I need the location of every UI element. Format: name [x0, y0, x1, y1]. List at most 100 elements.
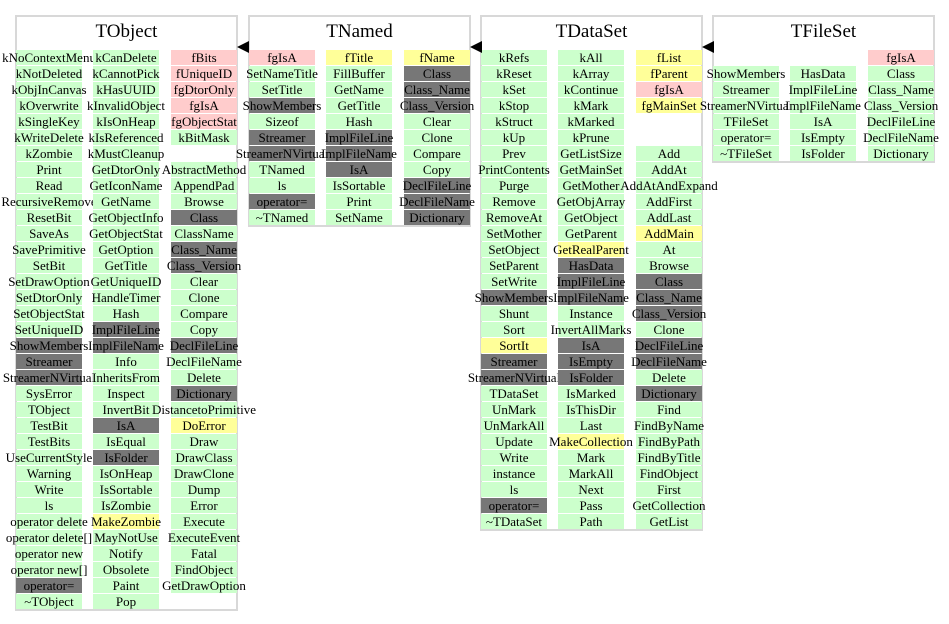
member-cell[interactable]: Copy	[404, 162, 470, 177]
member-cell[interactable]: Pass	[558, 498, 624, 513]
member-cell[interactable]: Write	[16, 482, 82, 497]
member-cell[interactable]: Draw	[171, 434, 237, 449]
member-cell[interactable]: Sizeof	[249, 114, 315, 129]
member-cell[interactable]: SortIt	[481, 338, 547, 353]
member-cell[interactable]: Compare	[404, 146, 470, 161]
member-cell[interactable]: At	[636, 242, 702, 257]
member-cell[interactable]: kWriteDelete	[14, 130, 84, 145]
member-cell[interactable]: GetObjArray	[556, 194, 626, 209]
member-cell[interactable]: DeclFileLine	[866, 114, 936, 129]
member-cell[interactable]: Clear	[171, 274, 237, 289]
member-cell[interactable]: SetTitle	[249, 82, 315, 97]
member-cell[interactable]: Hash	[326, 114, 392, 129]
member-cell[interactable]: ImplFileName	[88, 338, 164, 353]
member-cell[interactable]: GetDtorOnly	[91, 162, 161, 177]
member-cell[interactable]: IsA	[790, 114, 856, 129]
member-cell[interactable]: fgIsA	[249, 50, 315, 65]
member-cell[interactable]: GetOption	[93, 242, 159, 257]
member-cell[interactable]: kUp	[481, 130, 547, 145]
member-cell[interactable]: GetList	[636, 514, 702, 529]
member-cell[interactable]: Instance	[558, 306, 624, 321]
member-cell[interactable]: ImplFileLine	[556, 274, 626, 289]
member-cell[interactable]: Clear	[404, 114, 470, 129]
member-cell[interactable]: Fatal	[171, 546, 237, 561]
member-cell[interactable]: kStop	[481, 98, 547, 113]
member-cell[interactable]: instance	[481, 466, 547, 481]
member-cell[interactable]: fgMainSet	[636, 98, 702, 113]
member-cell[interactable]: GetParent	[558, 226, 624, 241]
member-cell[interactable]: Dump	[171, 482, 237, 497]
member-cell[interactable]: ~TObject	[16, 594, 82, 609]
member-cell[interactable]: kPrune	[558, 130, 624, 145]
member-cell[interactable]: kRefs	[481, 50, 547, 65]
member-cell[interactable]: StreamerNVirtual	[699, 98, 793, 113]
member-cell[interactable]: fName	[404, 50, 470, 65]
member-cell[interactable]: IsZombie	[93, 498, 159, 513]
member-cell[interactable]: Class_Version	[166, 258, 242, 273]
member-cell[interactable]: operator new[]	[10, 562, 88, 577]
member-cell[interactable]: Prev	[481, 146, 547, 161]
member-cell[interactable]: DrawClass	[171, 450, 237, 465]
member-cell[interactable]: Class	[636, 274, 702, 289]
member-cell[interactable]: operator delete	[10, 514, 88, 529]
member-cell[interactable]: Class	[171, 210, 237, 225]
member-cell[interactable]: operator=	[16, 578, 82, 593]
member-cell[interactable]: kMarked	[558, 114, 624, 129]
member-cell[interactable]: ExecuteEvent	[167, 530, 241, 545]
member-cell[interactable]: ShowMembers	[9, 338, 89, 353]
member-cell[interactable]: AddFirst	[636, 194, 702, 209]
member-cell[interactable]: FillBuffer	[326, 66, 392, 81]
member-cell[interactable]: UnMark	[481, 402, 547, 417]
member-cell[interactable]: RecursiveRemove	[1, 194, 97, 209]
member-cell[interactable]: IsOnHeap	[93, 466, 159, 481]
member-cell[interactable]: fList	[636, 50, 702, 65]
member-cell[interactable]: UseCurrentStyle	[5, 450, 93, 465]
member-cell[interactable]: kContinue	[558, 82, 624, 97]
member-cell[interactable]: Error	[171, 498, 237, 513]
member-cell[interactable]: StreamerNVirtual	[467, 370, 561, 385]
member-cell[interactable]: Browse	[636, 258, 702, 273]
member-cell[interactable]: Class_Name	[868, 82, 934, 97]
member-cell[interactable]: Execute	[171, 514, 237, 529]
member-cell[interactable]: IsEmpty	[790, 130, 856, 145]
member-cell[interactable]: kSingleKey	[16, 114, 82, 129]
member-cell[interactable]: IsMarked	[558, 386, 624, 401]
member-cell[interactable]: Print	[16, 162, 82, 177]
member-cell[interactable]: Hash	[93, 306, 159, 321]
member-cell[interactable]: ~TNamed	[249, 210, 315, 225]
member-cell[interactable]: ls	[481, 482, 547, 497]
member-cell[interactable]: Delete	[171, 370, 237, 385]
member-cell[interactable]: SetBit	[16, 258, 82, 273]
member-cell[interactable]: SetObjectStat	[13, 306, 85, 321]
member-cell[interactable]: Streamer	[713, 82, 779, 97]
member-cell[interactable]: GetDrawOption	[162, 578, 246, 593]
member-cell[interactable]: FindByPath	[636, 434, 702, 449]
member-cell[interactable]: fgIsA	[171, 98, 237, 113]
member-cell[interactable]: kArray	[558, 66, 624, 81]
member-cell[interactable]: ImplFileName	[321, 146, 397, 161]
member-cell[interactable]: Clone	[171, 290, 237, 305]
member-cell[interactable]: kObjInCanvas	[11, 82, 87, 97]
member-cell[interactable]: ImplFileName	[785, 98, 861, 113]
member-cell[interactable]: kCannotPick	[92, 66, 160, 81]
member-cell[interactable]: IsFolder	[558, 370, 624, 385]
member-cell[interactable]: IsThisDir	[558, 402, 624, 417]
member-cell[interactable]: DoError	[171, 418, 237, 433]
member-cell[interactable]: operator new	[14, 546, 84, 561]
member-cell[interactable]: IsSortable	[93, 482, 159, 497]
member-cell[interactable]: Compare	[171, 306, 237, 321]
member-cell[interactable]: DeclFileLine	[169, 338, 239, 353]
member-cell[interactable]: Mark	[558, 450, 624, 465]
member-cell[interactable]: GetListSize	[558, 146, 624, 161]
member-cell[interactable]: ResetBit	[16, 210, 82, 225]
member-cell[interactable]: fTitle	[326, 50, 392, 65]
member-cell[interactable]: IsA	[558, 338, 624, 353]
member-cell[interactable]: kZombie	[16, 146, 82, 161]
member-cell[interactable]: GetObject	[558, 210, 624, 225]
member-cell[interactable]: Dictionary	[404, 210, 470, 225]
member-cell[interactable]: SetObject	[481, 242, 547, 257]
member-cell[interactable]: kOverwrite	[16, 98, 82, 113]
member-cell[interactable]: GetUniqueID	[90, 274, 162, 289]
member-cell[interactable]: SetUniqueID	[14, 322, 84, 337]
member-cell[interactable]: IsEqual	[93, 434, 159, 449]
